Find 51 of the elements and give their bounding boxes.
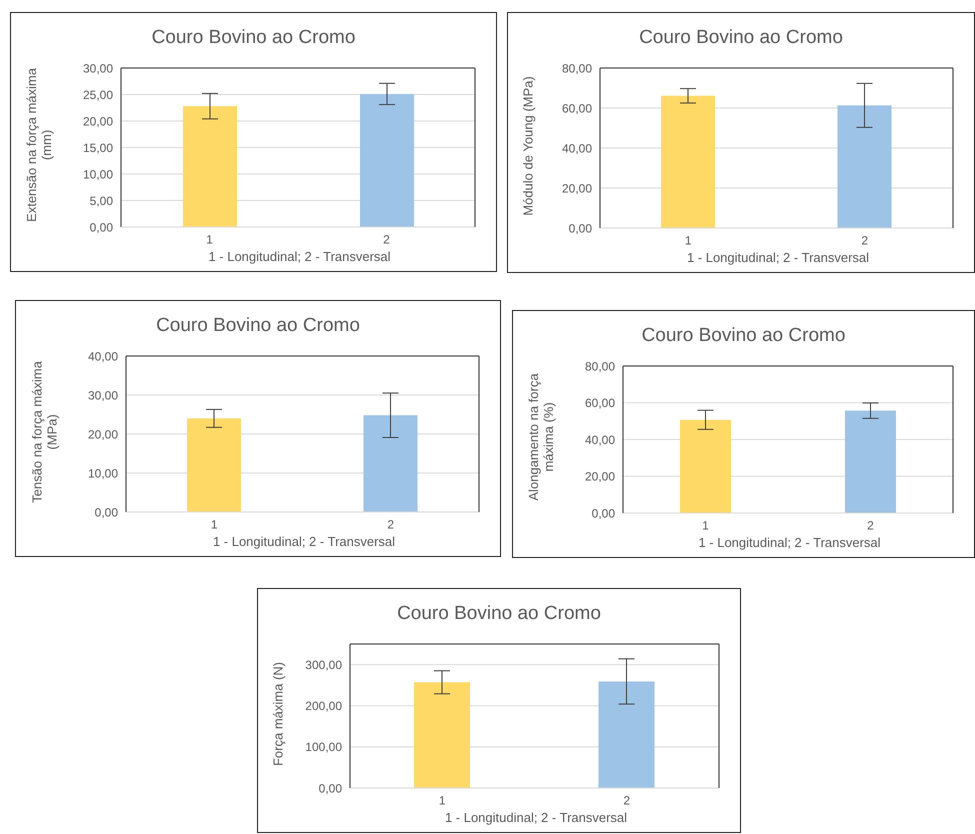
y-tick-label: 200,00 — [305, 698, 342, 713]
x-tick-label: 1 — [702, 518, 710, 533]
y-tick-label: 20,00 — [562, 181, 592, 196]
y-tick-label: 20,00 — [584, 470, 616, 484]
y-tick-label: 60,00 — [584, 396, 616, 410]
y-tick-label: 10,00 — [82, 167, 114, 182]
y-tick-label: 0,00 — [90, 220, 114, 234]
chart-title: Couro Bovino ao Cromo — [396, 603, 602, 625]
y-tick-label: 10,00 — [88, 466, 118, 480]
chart-title: Couro Bovino ao Cromo — [155, 315, 361, 337]
chart-title: Couro Bovino ao Cromo — [638, 27, 844, 49]
x-axis-title: 1 - Longitudinal; 2 - Transversal — [212, 534, 396, 549]
y-tick-label: 5,00 — [90, 194, 114, 208]
y-tick-label: 20,00 — [88, 427, 118, 442]
x-axis-title: 1 - Longitudinal; 2 - Transversal — [697, 535, 882, 550]
y-tick-label: 0,00 — [318, 781, 342, 796]
x-axis-title: 1 - Longitudinal; 2 - Transversal — [207, 249, 392, 264]
y-tick-label: 80,00 — [584, 359, 616, 374]
y-tick-label: 40,00 — [584, 432, 616, 447]
x-axis-title: 1 - Longitudinal; 2 - Transversal — [444, 810, 628, 825]
y-tick-label: 300,00 — [305, 658, 342, 672]
y-tick-label: 80,00 — [562, 61, 592, 76]
y-tick-label: 0,00 — [94, 505, 118, 520]
y-tick-label: 0,00 — [592, 506, 616, 520]
y-axis-title: Tensão na força máxima (MPa) — [28, 360, 60, 505]
chart-title: Couro Bovino ao Cromo — [640, 325, 846, 347]
y-tick-label: 30,00 — [82, 61, 114, 76]
y-tick-label: 15,00 — [82, 140, 114, 155]
x-axis-title: 1 - Longitudinal; 2 - Transversal — [686, 250, 870, 265]
y-tick-label: 40,00 — [88, 349, 118, 364]
x-tick-label: 2 — [387, 518, 394, 532]
y-axis-title: Extensão na força máxima (mm) — [23, 67, 55, 224]
y-tick-label: 20,00 — [82, 114, 114, 128]
x-tick-label: 1 — [684, 234, 692, 248]
y-tick-label: 60,00 — [562, 101, 592, 116]
y-tick-label: 100,00 — [305, 740, 342, 754]
y-tick-label: 25,00 — [82, 88, 114, 102]
y-axis-title: Módulo de Young (MPa) — [518, 74, 536, 218]
chart-title: Couro Bovino ao Cromo — [150, 27, 356, 49]
y-tick-label: 40,00 — [562, 141, 592, 156]
y-axis-title: Alongamento na força máxima (%) — [525, 372, 557, 503]
x-tick-label: 2 — [623, 794, 630, 808]
x-tick-label: 1 — [210, 518, 218, 532]
y-tick-label: 30,00 — [88, 388, 118, 402]
x-tick-label: 2 — [383, 232, 390, 247]
x-tick-label: 1 — [206, 232, 214, 247]
y-tick-label: 0,00 — [568, 221, 592, 236]
x-tick-label: 2 — [861, 234, 868, 248]
y-axis-title: Força máxima (N) — [268, 660, 286, 768]
x-tick-label: 1 — [438, 794, 446, 808]
x-tick-label: 2 — [867, 518, 874, 533]
